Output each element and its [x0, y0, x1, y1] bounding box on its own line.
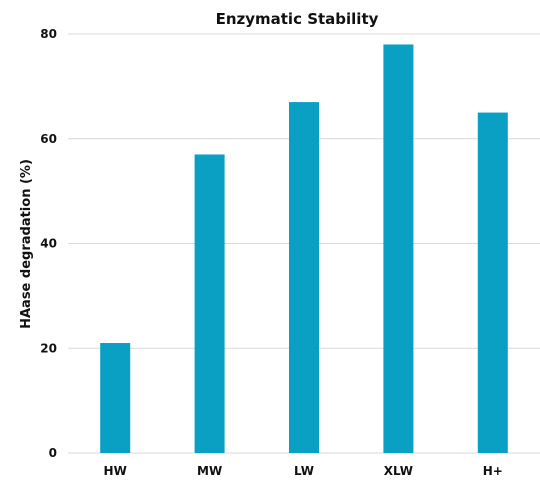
- y-axis-ticks: 0 20 40 60 80: [40, 27, 57, 460]
- x-tick-label: XLW: [384, 464, 413, 478]
- y-tick-label: 60: [40, 132, 57, 146]
- bar-lw: [289, 102, 319, 454]
- bars: [100, 44, 508, 454]
- y-tick-label: 80: [40, 27, 57, 41]
- y-tick-label: 20: [40, 341, 57, 355]
- bar-xlw: [383, 44, 414, 453]
- bar-hw: [100, 343, 131, 453]
- chart-title: Enzymatic Stability: [216, 10, 379, 28]
- bar-mw: [194, 154, 225, 453]
- y-axis-label: HAase degradation (%): [19, 159, 34, 329]
- x-axis-ticks: HW MW LW XLW H+: [104, 464, 503, 478]
- x-tick-label: MW: [197, 464, 222, 478]
- y-tick-label: 40: [40, 237, 57, 251]
- y-tick-label: 0: [49, 446, 57, 460]
- x-tick-label: HW: [104, 464, 127, 478]
- bar-h-plus: [477, 112, 508, 453]
- x-tick-label: LW: [294, 464, 314, 478]
- x-tick-label: H+: [483, 464, 503, 478]
